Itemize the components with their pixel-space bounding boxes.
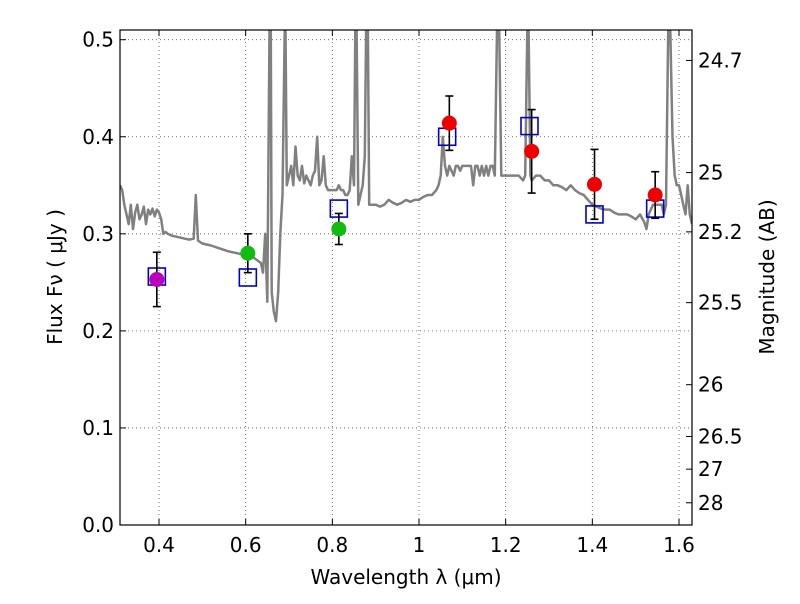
x-tick-label: 0.4 [143,533,175,557]
observed-point [587,176,602,192]
observed-point [441,115,457,131]
mag-tick-label: 28 [698,491,723,515]
x-tick-label: 1.6 [663,533,695,557]
mag-tick-label: 27 [698,457,723,481]
y-tick-label: 0.1 [82,416,114,440]
x-tick-label: 0.6 [230,533,262,557]
observed-point [331,221,347,237]
plot-area [120,30,692,323]
mag-tick-label: 26 [698,373,723,397]
ticks: 0.4 0.6 0.8 1 1.2 1.4 1.6 0.0 0.1 0.2 0.3 0.4 0.5 24.… [82,28,742,557]
y-tick-label: 0.3 [82,222,114,246]
model-point-box [520,116,539,136]
plot-frame [119,29,693,526]
x-axis-label: Wavelength λ (μm) [310,565,501,589]
spectrum-line [120,30,692,323]
x-tick-label: 0.8 [316,533,348,557]
mag-tick-label: 26.5 [698,424,743,448]
y-tick-label: 0.0 [82,513,114,537]
mag-tick-label: 25.2 [698,220,743,244]
x-tick-label: 1.2 [490,533,522,557]
mag-tick-label: 24.7 [698,48,743,72]
x-tick-label: 1.4 [576,533,608,557]
y-axis-label: Flux Fν ( μJy ) [43,209,67,345]
mag-tick-label: 25.5 [698,291,743,315]
observed-point [149,271,165,287]
observed-point [240,245,256,261]
observed-point [647,187,663,203]
observed-point [524,143,540,159]
x-tick-label: 1 [413,533,426,557]
mag-tick-label: 25 [698,161,723,185]
right-axis-label: Magnitude (AB) [755,199,779,354]
y-tick-label: 0.2 [82,319,114,343]
y-tick-label: 0.5 [82,28,114,52]
y-tick-label: 0.4 [82,125,114,149]
